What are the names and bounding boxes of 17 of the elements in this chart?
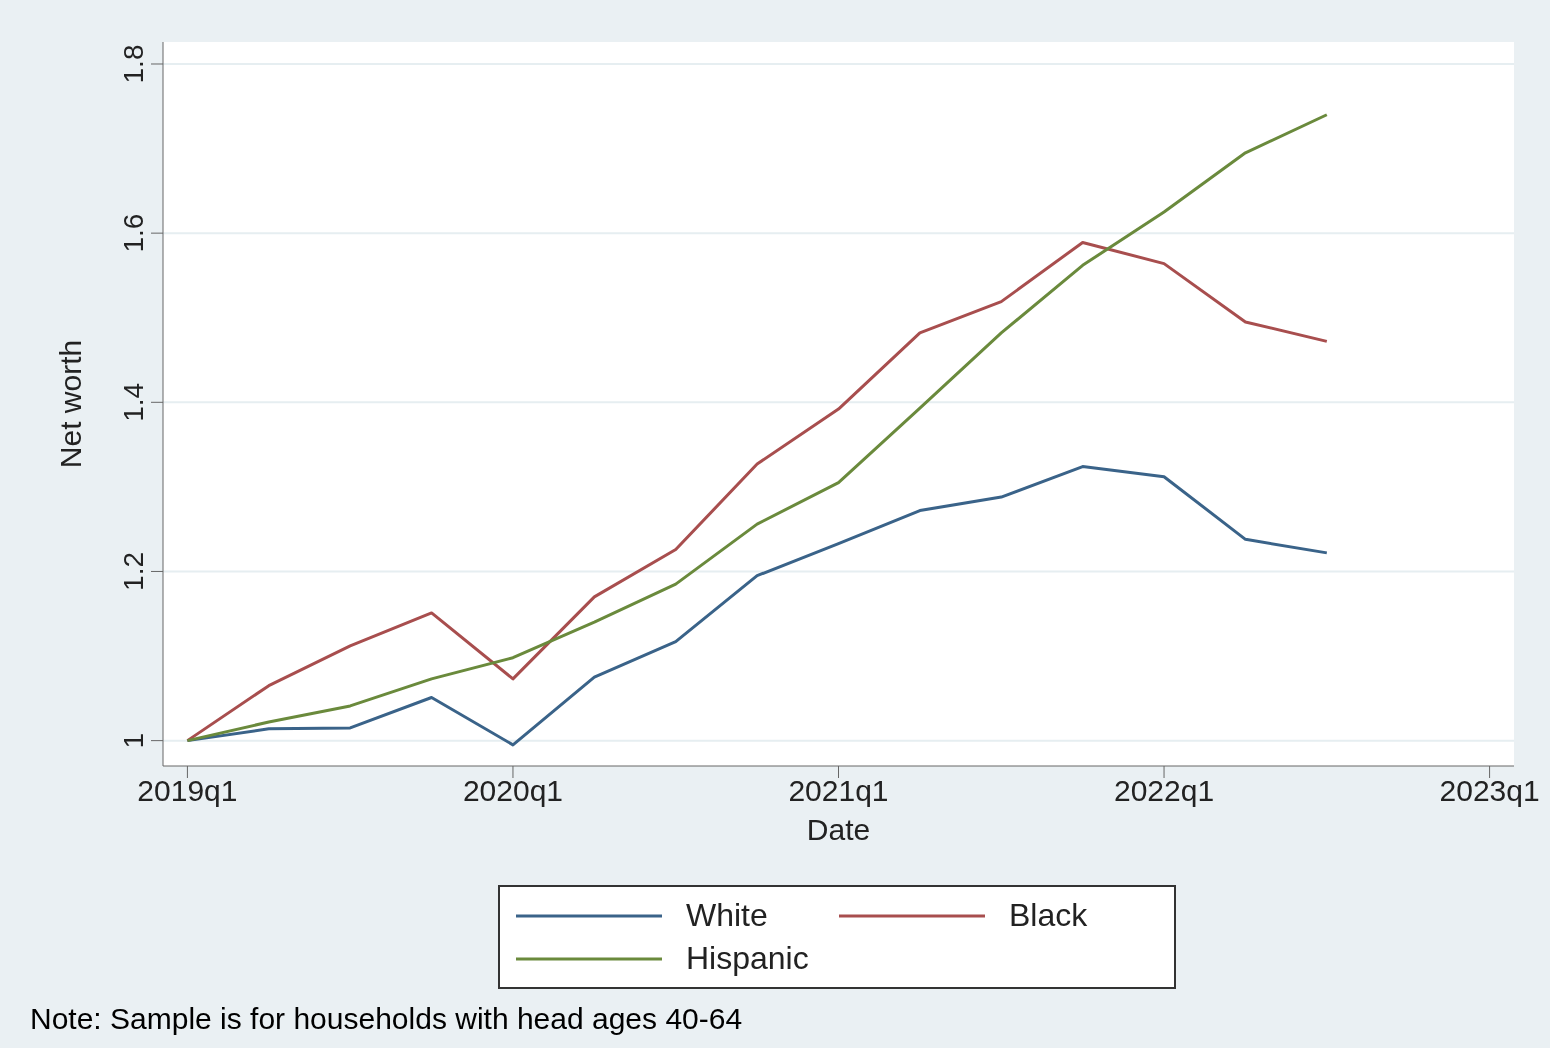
text: Note: Sample is for households with head ages 40-64 xyxy=(30,1002,743,1036)
y-tick-label: 1.6 xyxy=(118,213,149,253)
y-axis-title: Net worth xyxy=(53,339,87,469)
legend-label: Black xyxy=(1009,897,1088,934)
legend-label: Hispanic xyxy=(686,940,809,977)
x-tick-label: 2019q1 xyxy=(137,774,238,808)
x-tick-label: 2023q1 xyxy=(1439,774,1540,808)
x-tick-label: 2022q1 xyxy=(1113,774,1215,808)
line-series xyxy=(185,113,1329,743)
y-tick-label: 1 xyxy=(118,732,149,749)
y-tick-label: 1.8 xyxy=(118,44,149,84)
legend-label: White xyxy=(686,897,768,934)
y-tick-label: 1.2 xyxy=(118,552,149,591)
y-tick-label: 1.4 xyxy=(118,382,149,422)
x-tick-label: 2021q1 xyxy=(788,774,889,808)
x-tick-label: 2020q1 xyxy=(462,774,564,808)
x-axis-title: Date xyxy=(806,813,871,846)
